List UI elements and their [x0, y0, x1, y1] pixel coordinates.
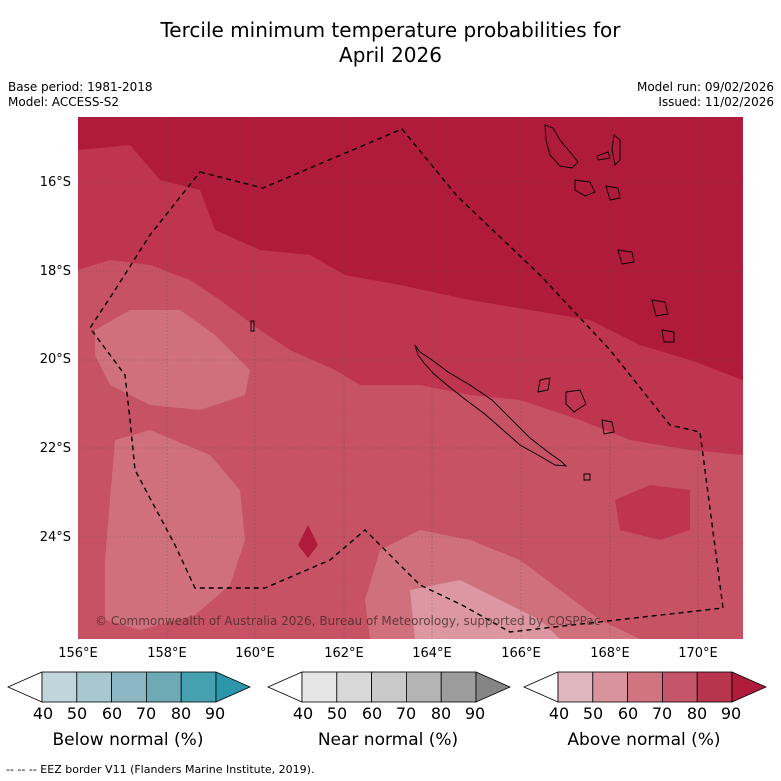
colorbar-above-title: Above normal (%) [567, 730, 721, 750]
near-colorbar-segment [336, 671, 373, 703]
near-colorbar-segment [371, 671, 407, 703]
lat-label-22s: 22°S [39, 441, 71, 456]
colorbar-near-normal [267, 671, 511, 703]
above-tick-50: 50 [582, 704, 604, 723]
near-tick-80: 80 [430, 704, 452, 723]
below-colorbar-segment [180, 671, 217, 703]
lat-label-18s: 18°S [39, 264, 71, 279]
model-run: Model run: 09/02/2026 [636, 80, 774, 94]
near-tick-70: 70 [395, 704, 417, 723]
above-colorbar-segment [557, 671, 594, 703]
lon-label-158e: 158°E [147, 646, 187, 661]
above-colorbar-segment [696, 671, 733, 703]
chart-title: Tercile minimum temperature probabilitie… [0, 18, 781, 68]
issued-date: Issued: 11/02/2026 [658, 95, 774, 109]
below-tick-50: 50 [66, 704, 88, 723]
zone-above-80-b [78, 148, 100, 165]
below-tick-70: 70 [135, 704, 157, 723]
vanuatu-island-f [651, 299, 669, 317]
vanuatu-island-b [596, 151, 611, 161]
above-colorbar-segment [661, 671, 698, 703]
below-tick-90: 90 [204, 704, 226, 723]
colorbar-near-title: Near normal (%) [317, 730, 459, 750]
copyright-notice: © Commonwealth of Australia 2026, Bureau… [95, 614, 601, 628]
near-colorbar-segment [440, 671, 477, 703]
chesterfield-island [250, 320, 255, 332]
colorbar-below-title: Below normal (%) [52, 730, 204, 750]
above-colorbar-segment [627, 671, 663, 703]
lon-label-164e: 164°E [412, 646, 452, 661]
below-tick-60: 60 [101, 704, 123, 723]
lon-label-160e: 160°E [235, 646, 275, 661]
below-colorbar-segment [41, 671, 78, 703]
near-colorbar-segment [405, 671, 442, 703]
near-tick-60: 60 [361, 704, 383, 723]
near-colorbar-over-triangle [475, 671, 511, 703]
below-colorbar-under-triangle [7, 671, 43, 703]
vanuatu-island-g [661, 329, 675, 343]
near-tick-50: 50 [326, 704, 348, 723]
near-tick-90: 90 [464, 704, 486, 723]
new-caledonia-coast [414, 344, 568, 467]
colorbar-below-normal [7, 671, 251, 703]
meta-right: Model run: 09/02/2026 Issued: 11/02/2026 [637, 80, 774, 110]
eez-legend: -- -- -- EEZ border V11 (Flanders Marine… [6, 763, 315, 776]
above-tick-60: 60 [617, 704, 639, 723]
loyalty-ouvea [537, 377, 551, 393]
vanuatu-island-e [617, 249, 635, 265]
colorbar-above-normal [523, 671, 767, 703]
near-colorbar-under-triangle [267, 671, 303, 703]
above-colorbar-under-triangle [523, 671, 559, 703]
lon-label-170e: 170°E [678, 646, 718, 661]
loyalty-lifou [565, 389, 587, 413]
vanuatu-island-a [574, 179, 596, 197]
zone-above-60-southwest [105, 430, 245, 630]
coastlines [250, 124, 675, 481]
below-tick-40: 40 [32, 704, 54, 723]
graticule [78, 117, 743, 639]
above-colorbar-over-triangle [731, 671, 767, 703]
near-colorbar-segment [301, 671, 338, 703]
title-line-2: April 2026 [339, 43, 442, 67]
vanuatu-island-c [611, 134, 621, 166]
lat-label-20s: 20°S [39, 352, 71, 367]
title-line-1: Tercile minimum temperature probabilitie… [160, 18, 621, 42]
lon-label-162e: 162°E [324, 646, 364, 661]
above-tick-40: 40 [548, 704, 570, 723]
below-colorbar-segment [111, 671, 147, 703]
above-tick-70: 70 [651, 704, 673, 723]
above-tick-90: 90 [720, 704, 742, 723]
zone-above-50-south [410, 580, 560, 639]
lon-label-168e: 168°E [590, 646, 630, 661]
vanuatu-espiritu-santo [544, 124, 579, 169]
near-tick-40: 40 [292, 704, 314, 723]
below-colorbar-segment [145, 671, 182, 703]
below-colorbar-over-triangle [215, 671, 251, 703]
zone-above-80-east [615, 485, 690, 540]
below-colorbar-segment [76, 671, 113, 703]
above-colorbar-segment [592, 671, 629, 703]
vanuatu-island-d [605, 185, 621, 201]
base-period: Base period: 1981-2018 [8, 80, 153, 94]
loyalty-mare [601, 419, 615, 435]
below-tick-80: 80 [170, 704, 192, 723]
lat-label-24s: 24°S [39, 530, 71, 545]
model-name: Model: ACCESS-S2 [8, 95, 120, 109]
meta-left: Base period: 1981-2018 Model: ACCESS-S2 [8, 80, 153, 110]
zone-above-90-spot [298, 525, 318, 558]
lat-label-16s: 16°S [39, 175, 71, 190]
zone-above-70-center [340, 385, 480, 515]
probability-field [78, 117, 743, 639]
eez-border [89, 128, 724, 633]
isle-of-pines [583, 473, 591, 481]
lon-label-166e: 166°E [501, 646, 541, 661]
lon-label-156e: 156°E [58, 646, 98, 661]
above-tick-80: 80 [686, 704, 708, 723]
